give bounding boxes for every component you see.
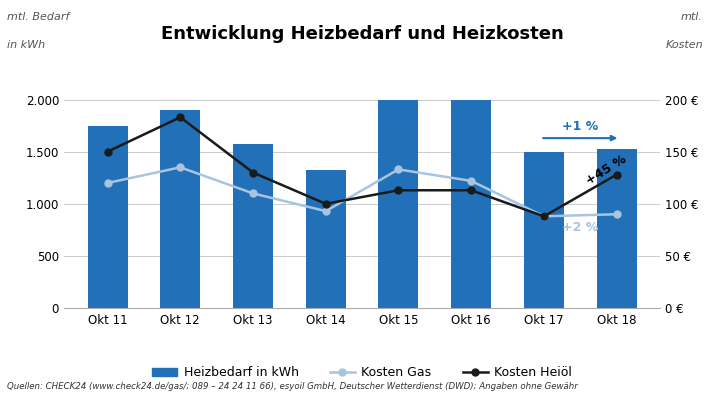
Bar bbox=[596, 149, 637, 308]
Text: mtl.: mtl. bbox=[681, 12, 703, 22]
Bar bbox=[451, 100, 491, 308]
Bar bbox=[378, 100, 418, 308]
Text: mtl. Bedarf: mtl. Bedarf bbox=[7, 12, 70, 22]
Bar bbox=[524, 152, 564, 308]
Text: Quellen: CHECK24 (www.check24.de/gas/; 089 – 24 24 11 66), esyoil GmbH, Deutsche: Quellen: CHECK24 (www.check24.de/gas/; 0… bbox=[7, 382, 578, 391]
Bar bbox=[160, 110, 200, 308]
Legend: Heizbedarf in kWh, Kosten Gas, Kosten Heiöl: Heizbedarf in kWh, Kosten Gas, Kosten He… bbox=[148, 361, 577, 384]
Text: +2 %: +2 % bbox=[562, 220, 599, 233]
Text: in kWh: in kWh bbox=[7, 40, 45, 49]
Title: Entwicklung Heizbedarf und Heizkosten: Entwicklung Heizbedarf und Heizkosten bbox=[160, 25, 564, 43]
Text: Kosten: Kosten bbox=[665, 40, 703, 49]
Text: +1 %: +1 % bbox=[562, 120, 599, 133]
Bar bbox=[233, 144, 273, 308]
Text: +45 %: +45 % bbox=[584, 152, 629, 187]
Bar bbox=[87, 126, 128, 308]
Bar bbox=[306, 170, 346, 308]
